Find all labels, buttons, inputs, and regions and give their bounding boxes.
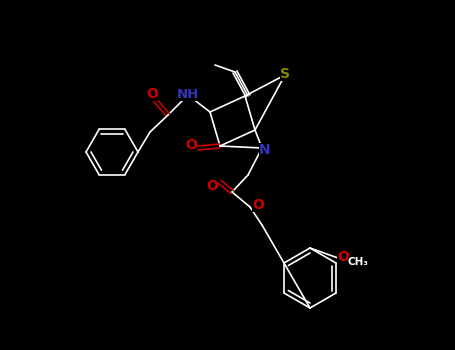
Text: O: O bbox=[206, 179, 218, 193]
Text: CH₃: CH₃ bbox=[348, 257, 369, 267]
Text: O: O bbox=[252, 198, 264, 212]
Text: O: O bbox=[146, 87, 158, 101]
Text: N: N bbox=[259, 143, 271, 157]
Text: O: O bbox=[185, 138, 197, 152]
Text: NH: NH bbox=[177, 88, 199, 100]
Text: O: O bbox=[337, 250, 349, 264]
Text: S: S bbox=[280, 67, 290, 81]
